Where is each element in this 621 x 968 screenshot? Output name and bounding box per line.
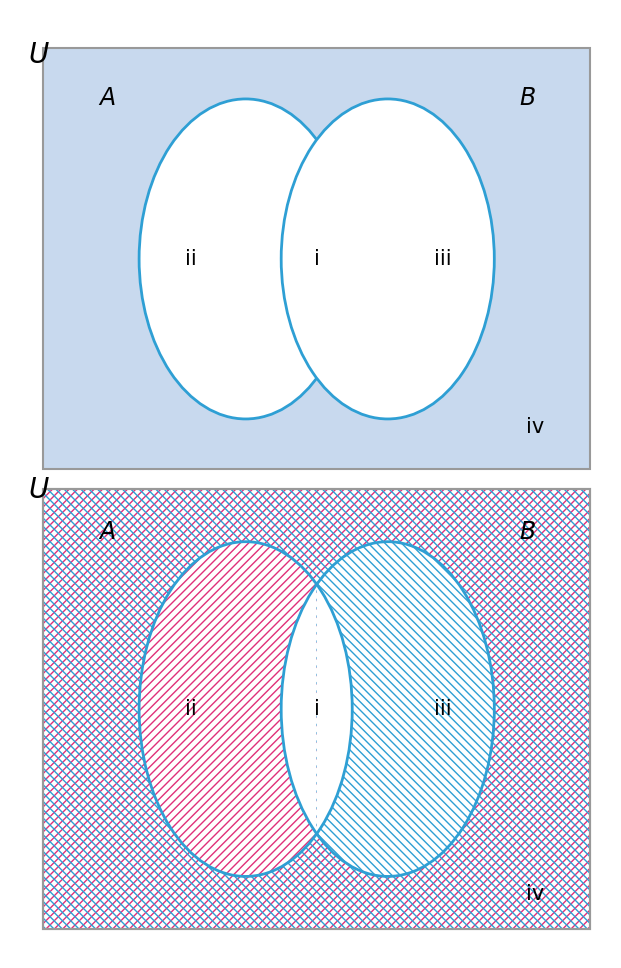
- Text: i: i: [314, 699, 320, 719]
- Text: $B$: $B$: [519, 86, 535, 110]
- Polygon shape: [281, 585, 352, 833]
- Ellipse shape: [281, 99, 494, 419]
- Text: $U$: $U$: [28, 41, 50, 69]
- Ellipse shape: [139, 542, 352, 876]
- Text: iii: iii: [433, 249, 451, 269]
- Text: $A$: $A$: [98, 86, 116, 110]
- Text: $B$: $B$: [519, 520, 535, 544]
- Text: iv: iv: [526, 417, 545, 438]
- Ellipse shape: [281, 542, 494, 876]
- Text: $U$: $U$: [28, 476, 50, 504]
- Text: iv: iv: [526, 884, 545, 904]
- Text: ii: ii: [185, 249, 197, 269]
- Text: i: i: [314, 249, 320, 269]
- Text: $A$: $A$: [98, 520, 116, 544]
- Ellipse shape: [139, 99, 352, 419]
- Text: iii: iii: [433, 699, 451, 719]
- Text: ii: ii: [185, 699, 197, 719]
